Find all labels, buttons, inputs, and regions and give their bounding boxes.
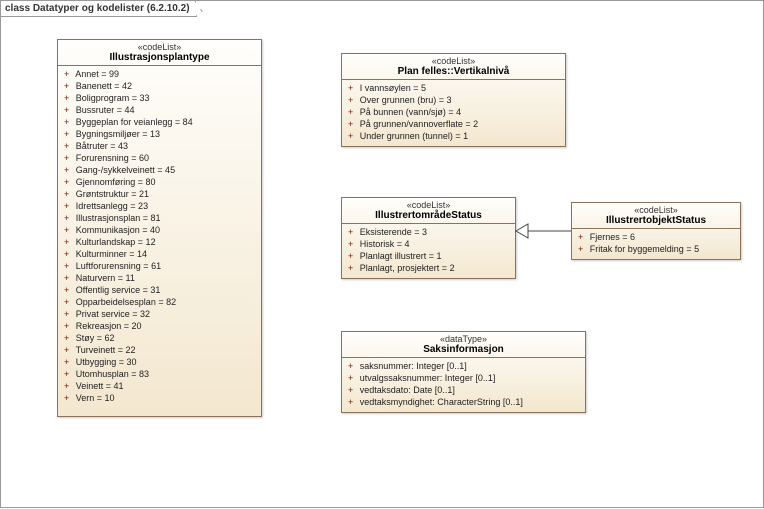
class-name: IllustrertobjektStatus: [576, 215, 736, 226]
class-omradestatus: «codeList» IllustrertområdeStatus + Eksi…: [341, 197, 516, 279]
class-name: Illustrasjonsplantype: [62, 52, 257, 63]
class-body: + saksnummer: Integer [0..1]+ utvalgssak…: [342, 358, 585, 412]
class-head: «codeList» IllustrertområdeStatus: [342, 198, 515, 224]
attribute-row: + Luftforurensning = 61: [64, 260, 255, 272]
attribute-row: + Opparbeidelsesplan = 82: [64, 296, 255, 308]
class-head: «codeList» IllustrertobjektStatus: [572, 203, 740, 229]
attribute-row: + vedtaksmyndighet: CharacterString [0..…: [348, 396, 579, 408]
class-name: Plan felles::Vertikalnivå: [346, 66, 561, 77]
attribute-row: + Byggeplan for veianlegg = 84: [64, 116, 255, 128]
attribute-row: + Historisk = 4: [348, 238, 509, 250]
attribute-row: + Kulturminner = 14: [64, 248, 255, 260]
attribute-row: + Boligprogram = 33: [64, 92, 255, 104]
attribute-row: + Illustrasjonsplan = 81: [64, 212, 255, 224]
stereotype: «codeList»: [576, 205, 736, 215]
attribute-row: + Annet = 99: [64, 68, 255, 80]
class-body: + I vannsøylen = 5+ Over grunnen (bru) =…: [342, 80, 565, 146]
class-illustrasjonsplantype: «codeList» Illustrasjonsplantype + Annet…: [57, 39, 262, 417]
attribute-row: + saksnummer: Integer [0..1]: [348, 360, 579, 372]
attribute-row: + Utomhusplan = 83: [64, 368, 255, 380]
attribute-row: + Kommunikasjon = 40: [64, 224, 255, 236]
attribute-row: + Bygningsmiljøer = 13: [64, 128, 255, 140]
attribute-row: + Vern = 10: [64, 392, 255, 404]
attribute-row: + Naturvern = 11: [64, 272, 255, 284]
attribute-row: + Eksisterende = 3: [348, 226, 509, 238]
class-head: «codeList» Plan felles::Vertikalnivå: [342, 54, 565, 80]
attribute-row: + Gang-/sykkelveinett = 45: [64, 164, 255, 176]
class-vertikalniva: «codeList» Plan felles::Vertikalnivå + I…: [341, 53, 566, 147]
attribute-row: + På bunnen (vann/sjø) = 4: [348, 106, 559, 118]
attribute-row: + Privat service = 32: [64, 308, 255, 320]
attribute-row: + Fritak for byggemelding = 5: [578, 243, 734, 255]
class-body: + Annet = 99+ Banenett = 42+ Boligprogra…: [58, 66, 261, 408]
attribute-row: + Gjennomføring = 80: [64, 176, 255, 188]
stereotype: «codeList»: [62, 42, 257, 52]
attribute-row: + På grunnen/vannoverflate = 2: [348, 118, 559, 130]
attribute-row: + Bussruter = 44: [64, 104, 255, 116]
attribute-row: + utvalgssaksnummer: Integer [0..1]: [348, 372, 579, 384]
class-body: + Fjernes = 6+ Fritak for byggemelding =…: [572, 229, 740, 259]
attribute-row: + Offentlig service = 31: [64, 284, 255, 296]
attribute-row: + Planlagt illustrert = 1: [348, 250, 509, 262]
attribute-row: + Turveinett = 22: [64, 344, 255, 356]
attribute-row: + Planlagt, prosjektert = 2: [348, 262, 509, 274]
stereotype: «dataType»: [346, 334, 581, 344]
generalization-arrow: [516, 224, 571, 238]
class-objektstatus: «codeList» IllustrertobjektStatus + Fjer…: [571, 202, 741, 260]
attribute-row: + Kulturlandskap = 12: [64, 236, 255, 248]
attribute-row: + Under grunnen (tunnel) = 1: [348, 130, 559, 142]
attribute-row: + Utbygging = 30: [64, 356, 255, 368]
attribute-row: + I vannsøylen = 5: [348, 82, 559, 94]
class-name: IllustrertområdeStatus: [346, 210, 511, 221]
frame-title: Datatyper og kodelister (6.2.10.2): [33, 3, 190, 14]
frame-title-tab: class Datatyper og kodelister (6.2.10.2): [1, 1, 197, 17]
diagram-canvas: class Datatyper og kodelister (6.2.10.2)…: [0, 0, 764, 508]
attribute-row: + Forurensning = 60: [64, 152, 255, 164]
attribute-row: + Fjernes = 6: [578, 231, 734, 243]
attribute-row: + Over grunnen (bru) = 3: [348, 94, 559, 106]
stereotype: «codeList»: [346, 56, 561, 66]
attribute-row: + Rekreasjon = 20: [64, 320, 255, 332]
attribute-row: + Veinett = 41: [64, 380, 255, 392]
attribute-row: + Støy = 62: [64, 332, 255, 344]
attribute-row: + vedtaksdato: Date [0..1]: [348, 384, 579, 396]
class-head: «dataType» Saksinformasjon: [342, 332, 585, 358]
frame-title-prefix: class: [5, 3, 33, 14]
class-saksinformasjon: «dataType» Saksinformasjon + saksnummer:…: [341, 331, 586, 413]
stereotype: «codeList»: [346, 200, 511, 210]
class-body: + Eksisterende = 3+ Historisk = 4+ Planl…: [342, 224, 515, 278]
attribute-row: + Idrettsanlegg = 23: [64, 200, 255, 212]
attribute-row: + Banenett = 42: [64, 80, 255, 92]
attribute-row: + Grøntstruktur = 21: [64, 188, 255, 200]
class-name: Saksinformasjon: [346, 344, 581, 355]
class-head: «codeList» Illustrasjonsplantype: [58, 40, 261, 66]
attribute-row: + Båtruter = 43: [64, 140, 255, 152]
